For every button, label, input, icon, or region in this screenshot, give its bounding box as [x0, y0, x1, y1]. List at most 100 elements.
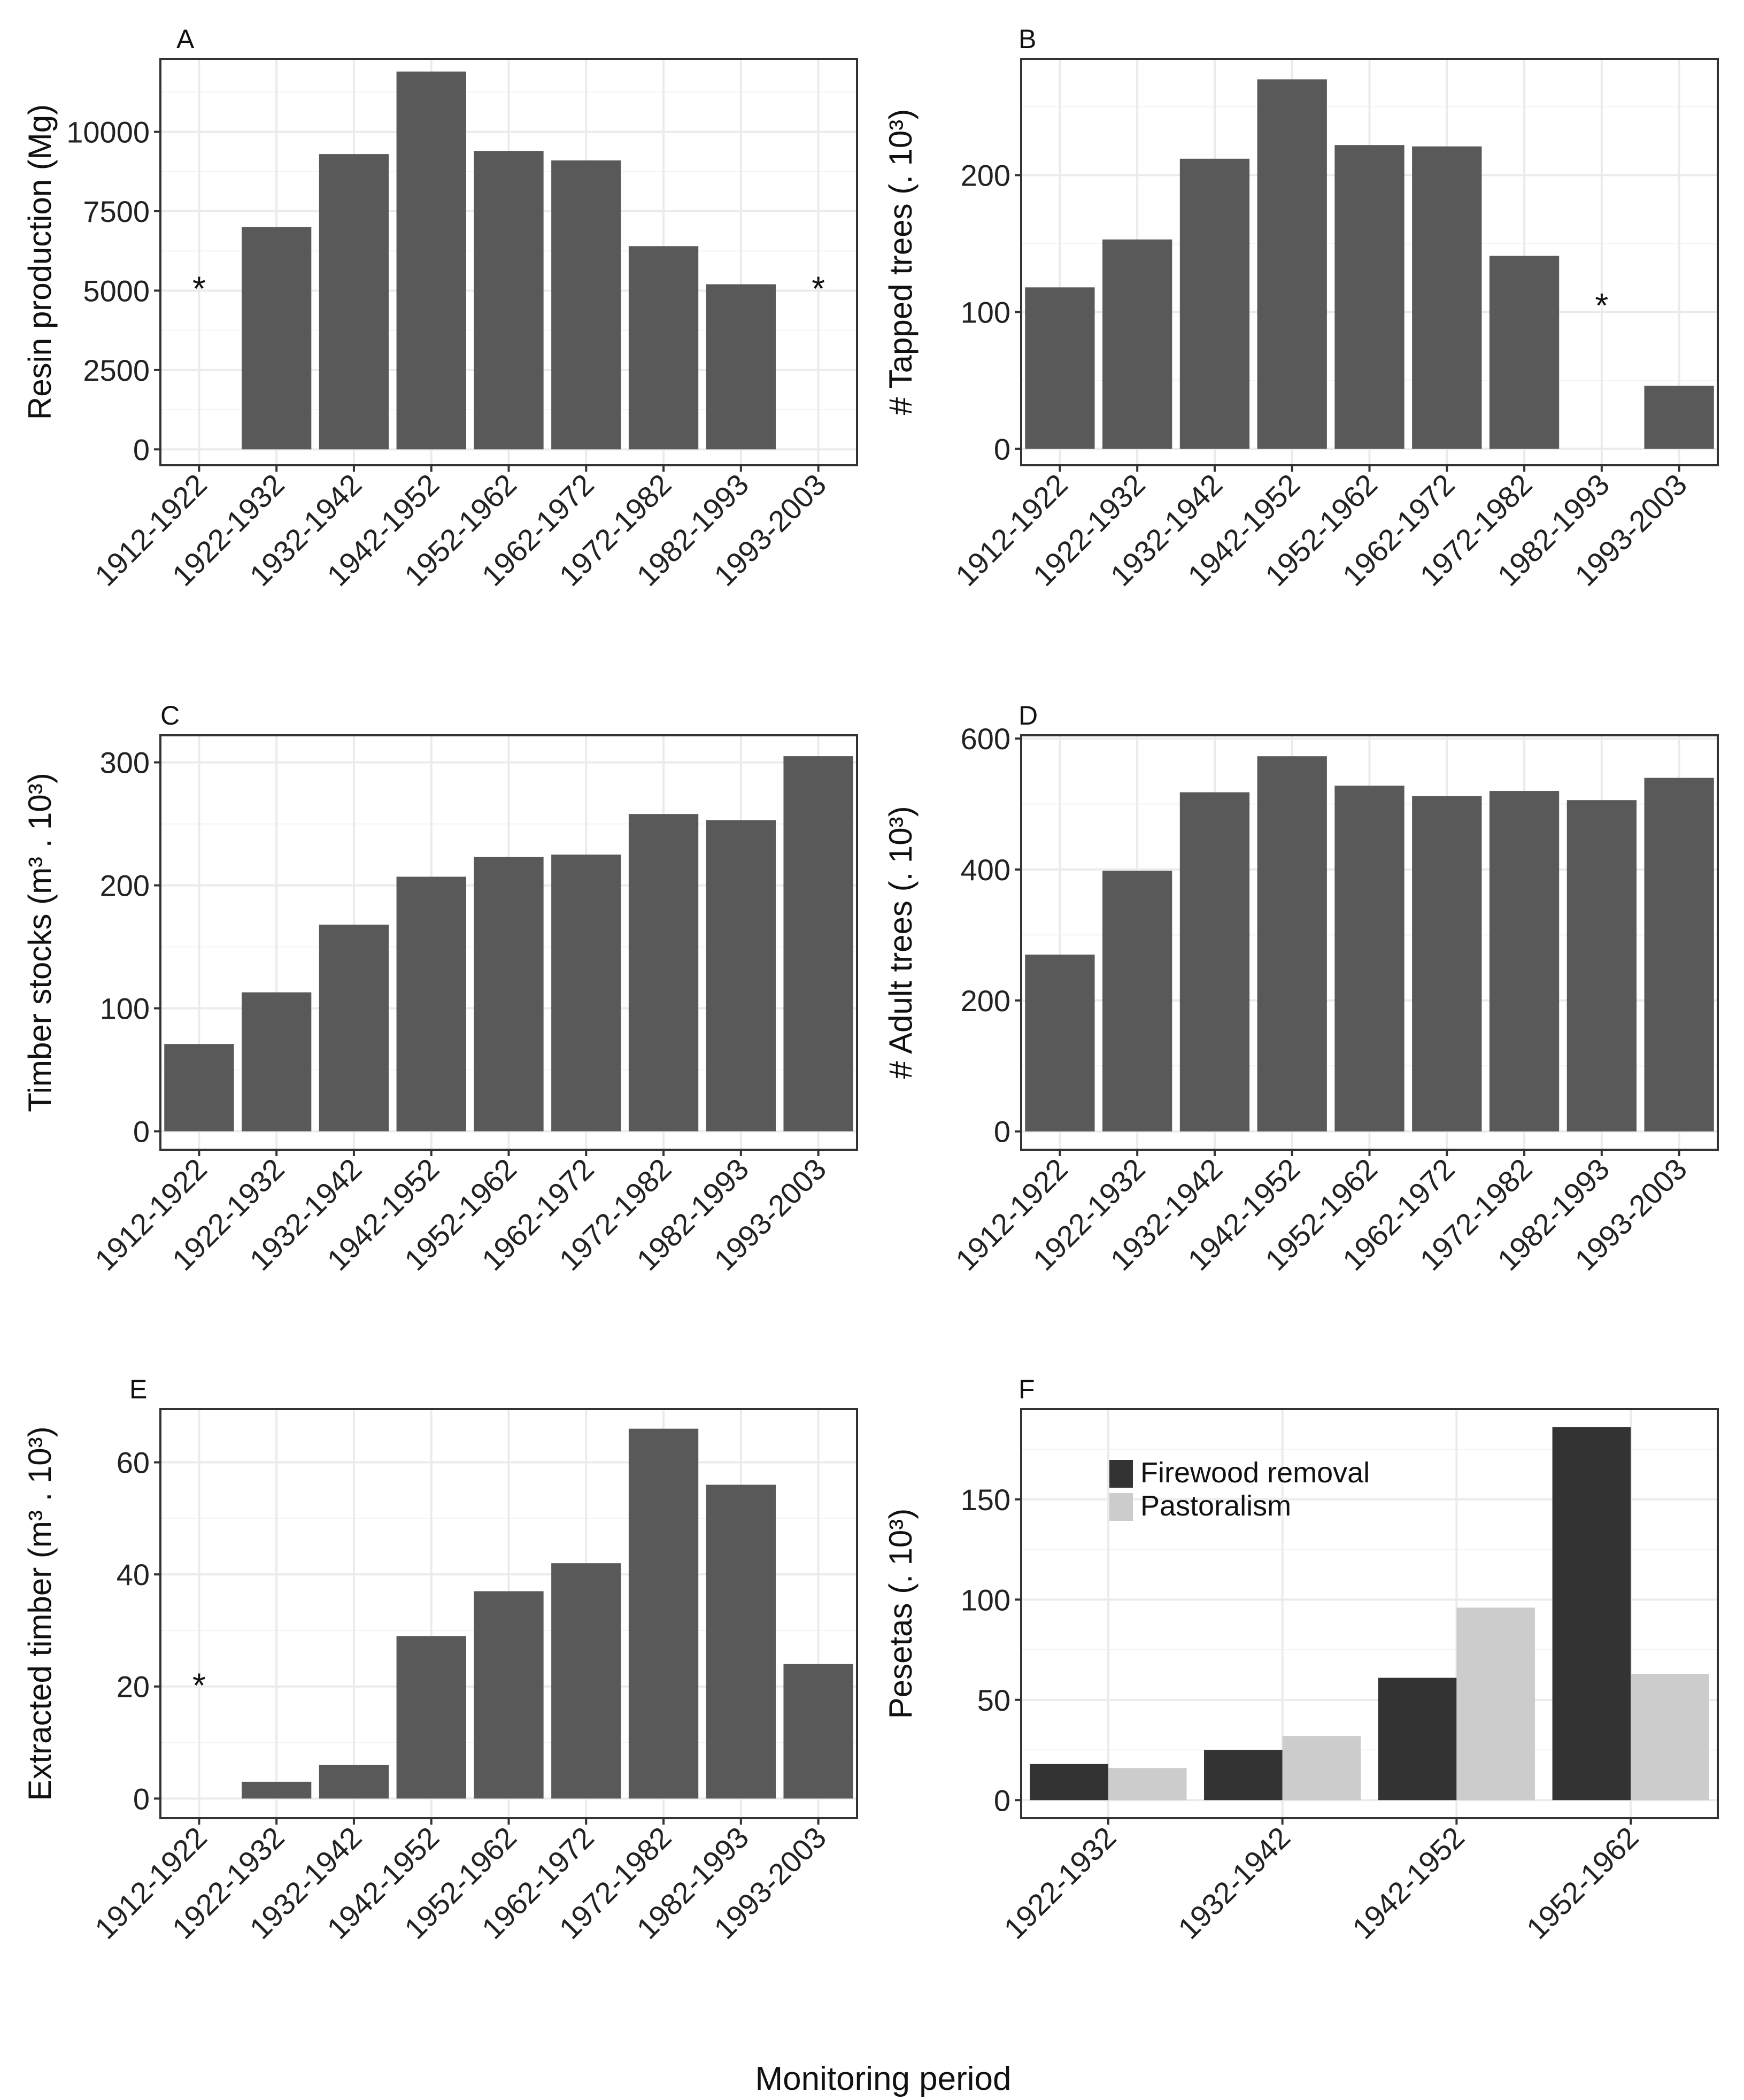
bar — [706, 284, 776, 450]
y-tick-label: 0 — [994, 1783, 1010, 1817]
bar — [628, 814, 699, 1132]
bar — [1257, 79, 1327, 449]
bar — [319, 154, 389, 450]
bar — [628, 246, 699, 450]
y-tick-label: 200 — [100, 869, 150, 903]
y-tick-label: 100 — [961, 295, 1010, 329]
y-axis-label: # Tapped trees (. 10³) — [883, 109, 919, 416]
x-tick-label: 1932-1942 — [1171, 1820, 1297, 1945]
bar-pastoralism — [1108, 1768, 1187, 1801]
y-axis-label: # Adult trees (. 10³) — [883, 806, 919, 1079]
y-tick-label: 50 — [977, 1683, 1010, 1717]
bar-firewood-removal — [1552, 1427, 1631, 1801]
y-tick-label: 7500 — [83, 195, 150, 228]
legend-label: Pastoralism — [1140, 1490, 1291, 1522]
panels: * *0250050007500100001912-19221922-193219… — [22, 24, 1719, 1945]
panel-a: * *0250050007500100001912-19221922-193219… — [22, 24, 858, 593]
panel-c: 01002003001912-19221922-19321932-1942194… — [22, 701, 858, 1277]
bar — [551, 160, 621, 450]
bar — [319, 1765, 389, 1799]
bar — [319, 925, 389, 1132]
bar — [1102, 239, 1172, 449]
bar — [242, 227, 312, 450]
missing-data-star: * — [192, 270, 206, 308]
bar — [1566, 800, 1637, 1132]
panel-letter: F — [1018, 1374, 1035, 1404]
bar — [706, 820, 776, 1132]
y-tick-label: 600 — [961, 722, 1010, 756]
y-tick-label: 200 — [961, 159, 1010, 193]
x-tick-label: 1922-1932 — [997, 1820, 1122, 1945]
bar-pastoralism — [1456, 1607, 1535, 1801]
x-tick-label: 1952-1962 — [1520, 1820, 1645, 1945]
bar — [1102, 871, 1172, 1132]
legend-swatch — [1109, 1493, 1133, 1521]
bar — [1334, 145, 1405, 449]
bar — [1025, 287, 1095, 449]
y-tick-label: 0 — [133, 1782, 150, 1816]
bar — [551, 855, 621, 1132]
y-tick-label: 150 — [961, 1483, 1010, 1517]
panel-border — [1020, 1408, 1719, 1819]
bar — [396, 1636, 466, 1799]
panel-letter: B — [1018, 24, 1036, 54]
panel-letter: C — [160, 701, 180, 730]
shared-x-axis-label: Monitoring period — [755, 2060, 1011, 2097]
bar — [396, 71, 466, 450]
bar — [783, 756, 853, 1132]
panel-letter: D — [1018, 701, 1038, 730]
y-axis-label: Pesetas (. 10³) — [883, 1509, 919, 1719]
y-axis-label: Extracted timber (m³ . 10³) — [22, 1426, 58, 1801]
y-tick-label: 10000 — [66, 116, 150, 149]
y-tick-label: 20 — [117, 1670, 150, 1704]
y-tick-label: 100 — [100, 992, 150, 1026]
bar — [1179, 792, 1250, 1132]
y-tick-label: 0 — [994, 432, 1010, 466]
x-tick-label: 1942-1952 — [1346, 1820, 1471, 1945]
y-tick-label: 200 — [961, 984, 1010, 1018]
panel-d: 02004006001912-19221922-19321932-1942194… — [883, 701, 1719, 1277]
bar — [1025, 955, 1095, 1132]
panel-letter: E — [129, 1374, 147, 1404]
y-tick-label: 0 — [994, 1115, 1010, 1149]
y-tick-label: 60 — [117, 1446, 150, 1480]
bar-pastoralism — [1631, 1674, 1709, 1801]
bar — [474, 151, 544, 450]
bar — [1644, 778, 1714, 1132]
bar — [1412, 146, 1482, 449]
panel-f: 0 50 100 150 1922-1932 1932-1942 1942-1952 1952… — [883, 1374, 1719, 1945]
bar — [1489, 256, 1560, 449]
missing-data-star: * — [812, 270, 825, 308]
bar — [164, 1044, 234, 1132]
bar — [1257, 756, 1327, 1132]
bar — [1412, 796, 1482, 1132]
bar — [1644, 386, 1714, 449]
bar — [474, 1591, 544, 1799]
legend-label: Firewood removal — [1140, 1457, 1370, 1489]
bar — [783, 1664, 853, 1799]
missing-data-star: * — [192, 1666, 206, 1704]
y-tick-label: 300 — [100, 746, 150, 780]
y-axis-label: Timber stocks (m³ . 10³) — [22, 773, 58, 1112]
bar — [1179, 158, 1250, 449]
bar — [551, 1563, 621, 1799]
y-tick-label: 0 — [133, 1115, 150, 1149]
bar — [1489, 791, 1560, 1132]
panel-e: *02040601912-19221922-19321932-19421942-… — [22, 1374, 858, 1945]
bar — [242, 1781, 312, 1799]
y-tick-label: 100 — [961, 1583, 1010, 1617]
y-tick-label: 5000 — [83, 274, 150, 307]
bar — [396, 876, 466, 1132]
y-tick-label: 0 — [133, 433, 150, 466]
bar — [1334, 786, 1405, 1132]
panel-letter: A — [176, 24, 195, 54]
bar — [474, 857, 544, 1132]
panel-b: *01002001912-19221922-19321932-19421942-… — [883, 24, 1719, 593]
bar-firewood-removal — [1378, 1678, 1457, 1801]
y-tick-label: 400 — [961, 853, 1010, 887]
y-tick-label: 40 — [117, 1558, 150, 1591]
bar — [706, 1484, 776, 1799]
missing-data-star: * — [1595, 286, 1608, 325]
legend-swatch — [1109, 1460, 1133, 1488]
